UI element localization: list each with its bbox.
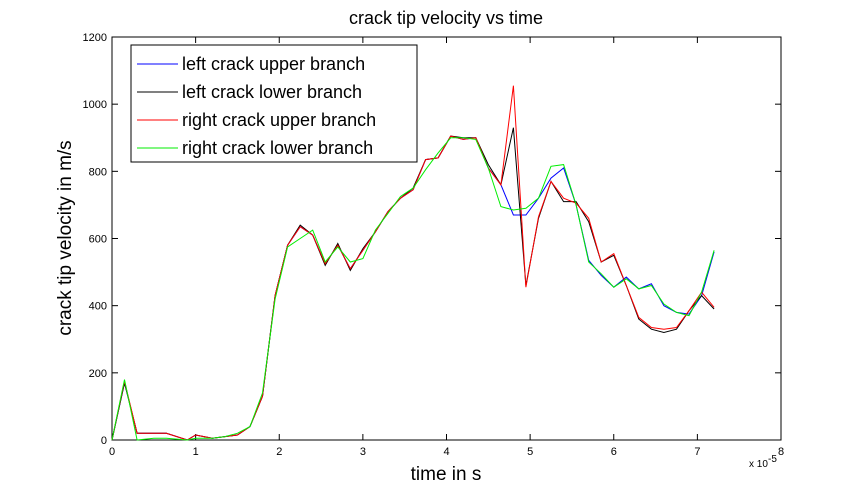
legend-label-2: left crack lower branch <box>182 82 362 102</box>
chart-title: crack tip velocity vs time <box>349 8 543 28</box>
x-tick-label: 2 <box>276 446 282 458</box>
x-tick-label: 3 <box>360 446 366 458</box>
x-tick-label: 4 <box>443 446 449 458</box>
x-tick-label: 6 <box>611 446 617 458</box>
legend-label-4: right crack lower branch <box>182 138 373 158</box>
x-axis-multiplier-exponent: -5 <box>768 454 777 465</box>
y-tick-label: 400 <box>89 301 107 313</box>
y-axis-label: crack tip velocity in m/s <box>55 140 76 335</box>
x-axis-multiplier: x 10 <box>749 459 768 470</box>
legend-box <box>130 44 418 163</box>
legend-label-1: left crack upper branch <box>182 54 365 74</box>
x-tick-label: 1 <box>193 446 199 458</box>
legend: left crack upper branch left crack lower … <box>130 44 418 163</box>
x-tick-label: 5 <box>527 446 533 458</box>
y-tick-label: 1000 <box>83 99 107 111</box>
series-line-4 <box>111 137 715 441</box>
legend-label-3: right crack upper branch <box>182 110 376 130</box>
y-tick-label: 200 <box>89 368 107 380</box>
x-tick-label: 7 <box>694 446 700 458</box>
y-axis: 0 200 400 600 800 1000 1200 <box>83 32 781 447</box>
series-lines <box>111 85 715 441</box>
y-tick-label: 0 <box>101 435 107 447</box>
y-tick-label: 600 <box>89 234 107 246</box>
y-tick-label: 1200 <box>83 32 107 44</box>
x-tick-label: 0 <box>109 446 115 458</box>
x-axis: 0 1 2 3 4 5 6 7 8 <box>109 37 784 458</box>
y-tick-label: 800 <box>89 166 107 178</box>
x-axis-label: time in s <box>411 464 482 485</box>
x-tick-label: 8 <box>778 446 784 458</box>
